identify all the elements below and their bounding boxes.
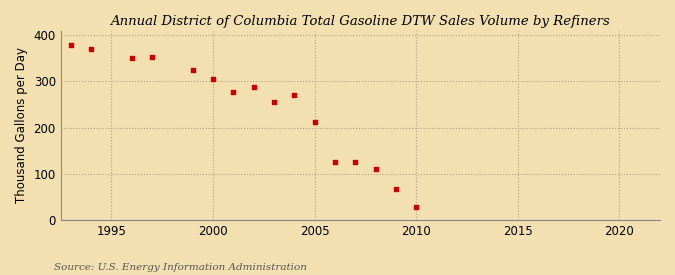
Text: Source: U.S. Energy Information Administration: Source: U.S. Energy Information Administ… [54,263,307,272]
Point [86,47,97,51]
Point [350,160,360,164]
Point [188,68,198,72]
Point [228,89,239,94]
Point [390,187,401,191]
Point [289,93,300,98]
Point [309,120,320,124]
Title: Annual District of Columbia Total Gasoline DTW Sales Volume by Refiners: Annual District of Columbia Total Gasoli… [111,15,610,28]
Y-axis label: Thousand Gallons per Day: Thousand Gallons per Day [15,47,28,203]
Point [146,55,157,60]
Point [65,43,76,48]
Point [208,77,219,81]
Point [269,100,279,104]
Point [248,85,259,89]
Point [411,205,422,209]
Point [370,167,381,172]
Point [126,56,137,60]
Point [329,160,340,164]
